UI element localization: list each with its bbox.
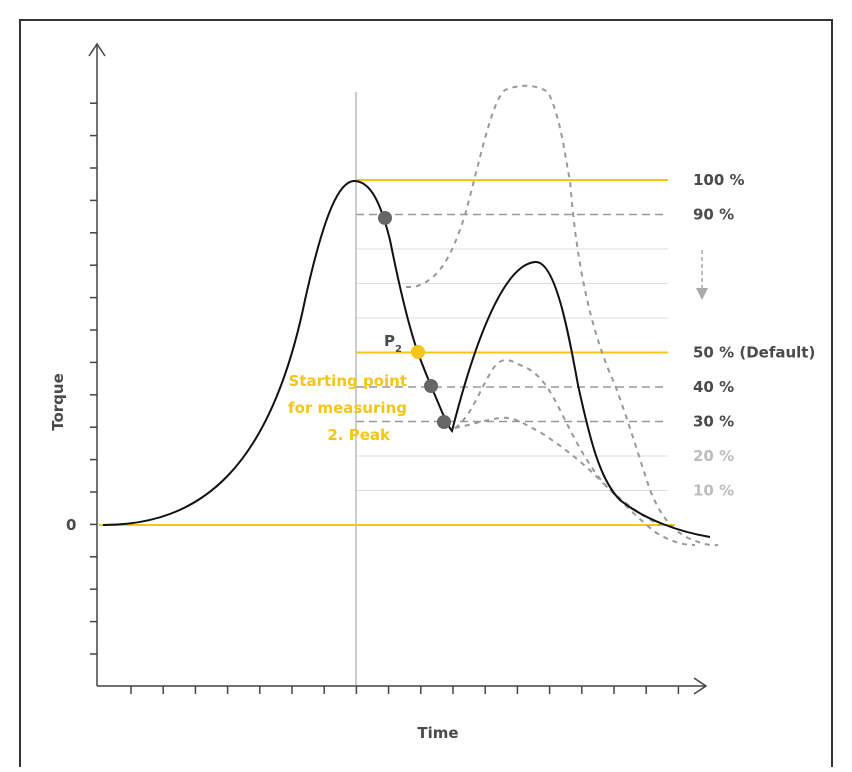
dashed-curve-mid bbox=[454, 359, 696, 546]
annotation-line-3: 2. Peak bbox=[327, 426, 391, 444]
y-axis-title: Torque bbox=[49, 373, 67, 431]
marker-40 bbox=[424, 379, 438, 393]
level-label-100: 100 % bbox=[693, 171, 745, 189]
frame-border bbox=[19, 19, 833, 767]
x-axis-arrow-icon bbox=[693, 677, 708, 695]
torque-curve bbox=[102, 179, 711, 538]
level-label-50: 50 % (Default) bbox=[693, 344, 815, 362]
y-axis-ticks bbox=[90, 102, 97, 655]
level-label-90: 90 % bbox=[693, 206, 734, 224]
level-label-10: 10 % bbox=[693, 482, 734, 500]
x-axis-ticks bbox=[130, 686, 680, 694]
annotation-line-1: Starting point bbox=[289, 372, 407, 390]
y-axis bbox=[88, 42, 106, 686]
level-labels: 100 % 90 % 50 % (Default) 40 % 30 % 20 % 10 % bbox=[693, 171, 815, 500]
annotation-line-2: for measuring bbox=[288, 399, 407, 417]
dashed-curve-low bbox=[454, 416, 661, 526]
level-label-40: 40 % bbox=[693, 378, 734, 396]
x-axis bbox=[97, 677, 708, 695]
marker-p2 bbox=[411, 345, 425, 359]
level-label-30: 30 % bbox=[693, 413, 734, 431]
zero-label: 0 bbox=[66, 516, 76, 534]
level-label-20: 20 % bbox=[693, 447, 734, 465]
decrease-arrow-icon bbox=[696, 250, 708, 300]
x-axis-title: Time bbox=[417, 724, 458, 742]
dashed-curve-high bbox=[406, 84, 719, 547]
marker-30 bbox=[437, 415, 451, 429]
y-axis-arrow-icon bbox=[88, 42, 106, 57]
level-lines bbox=[356, 179, 668, 491]
p2-label: P2 bbox=[384, 332, 402, 355]
p2-subscript: 2 bbox=[395, 344, 402, 355]
marker-90 bbox=[378, 211, 392, 225]
